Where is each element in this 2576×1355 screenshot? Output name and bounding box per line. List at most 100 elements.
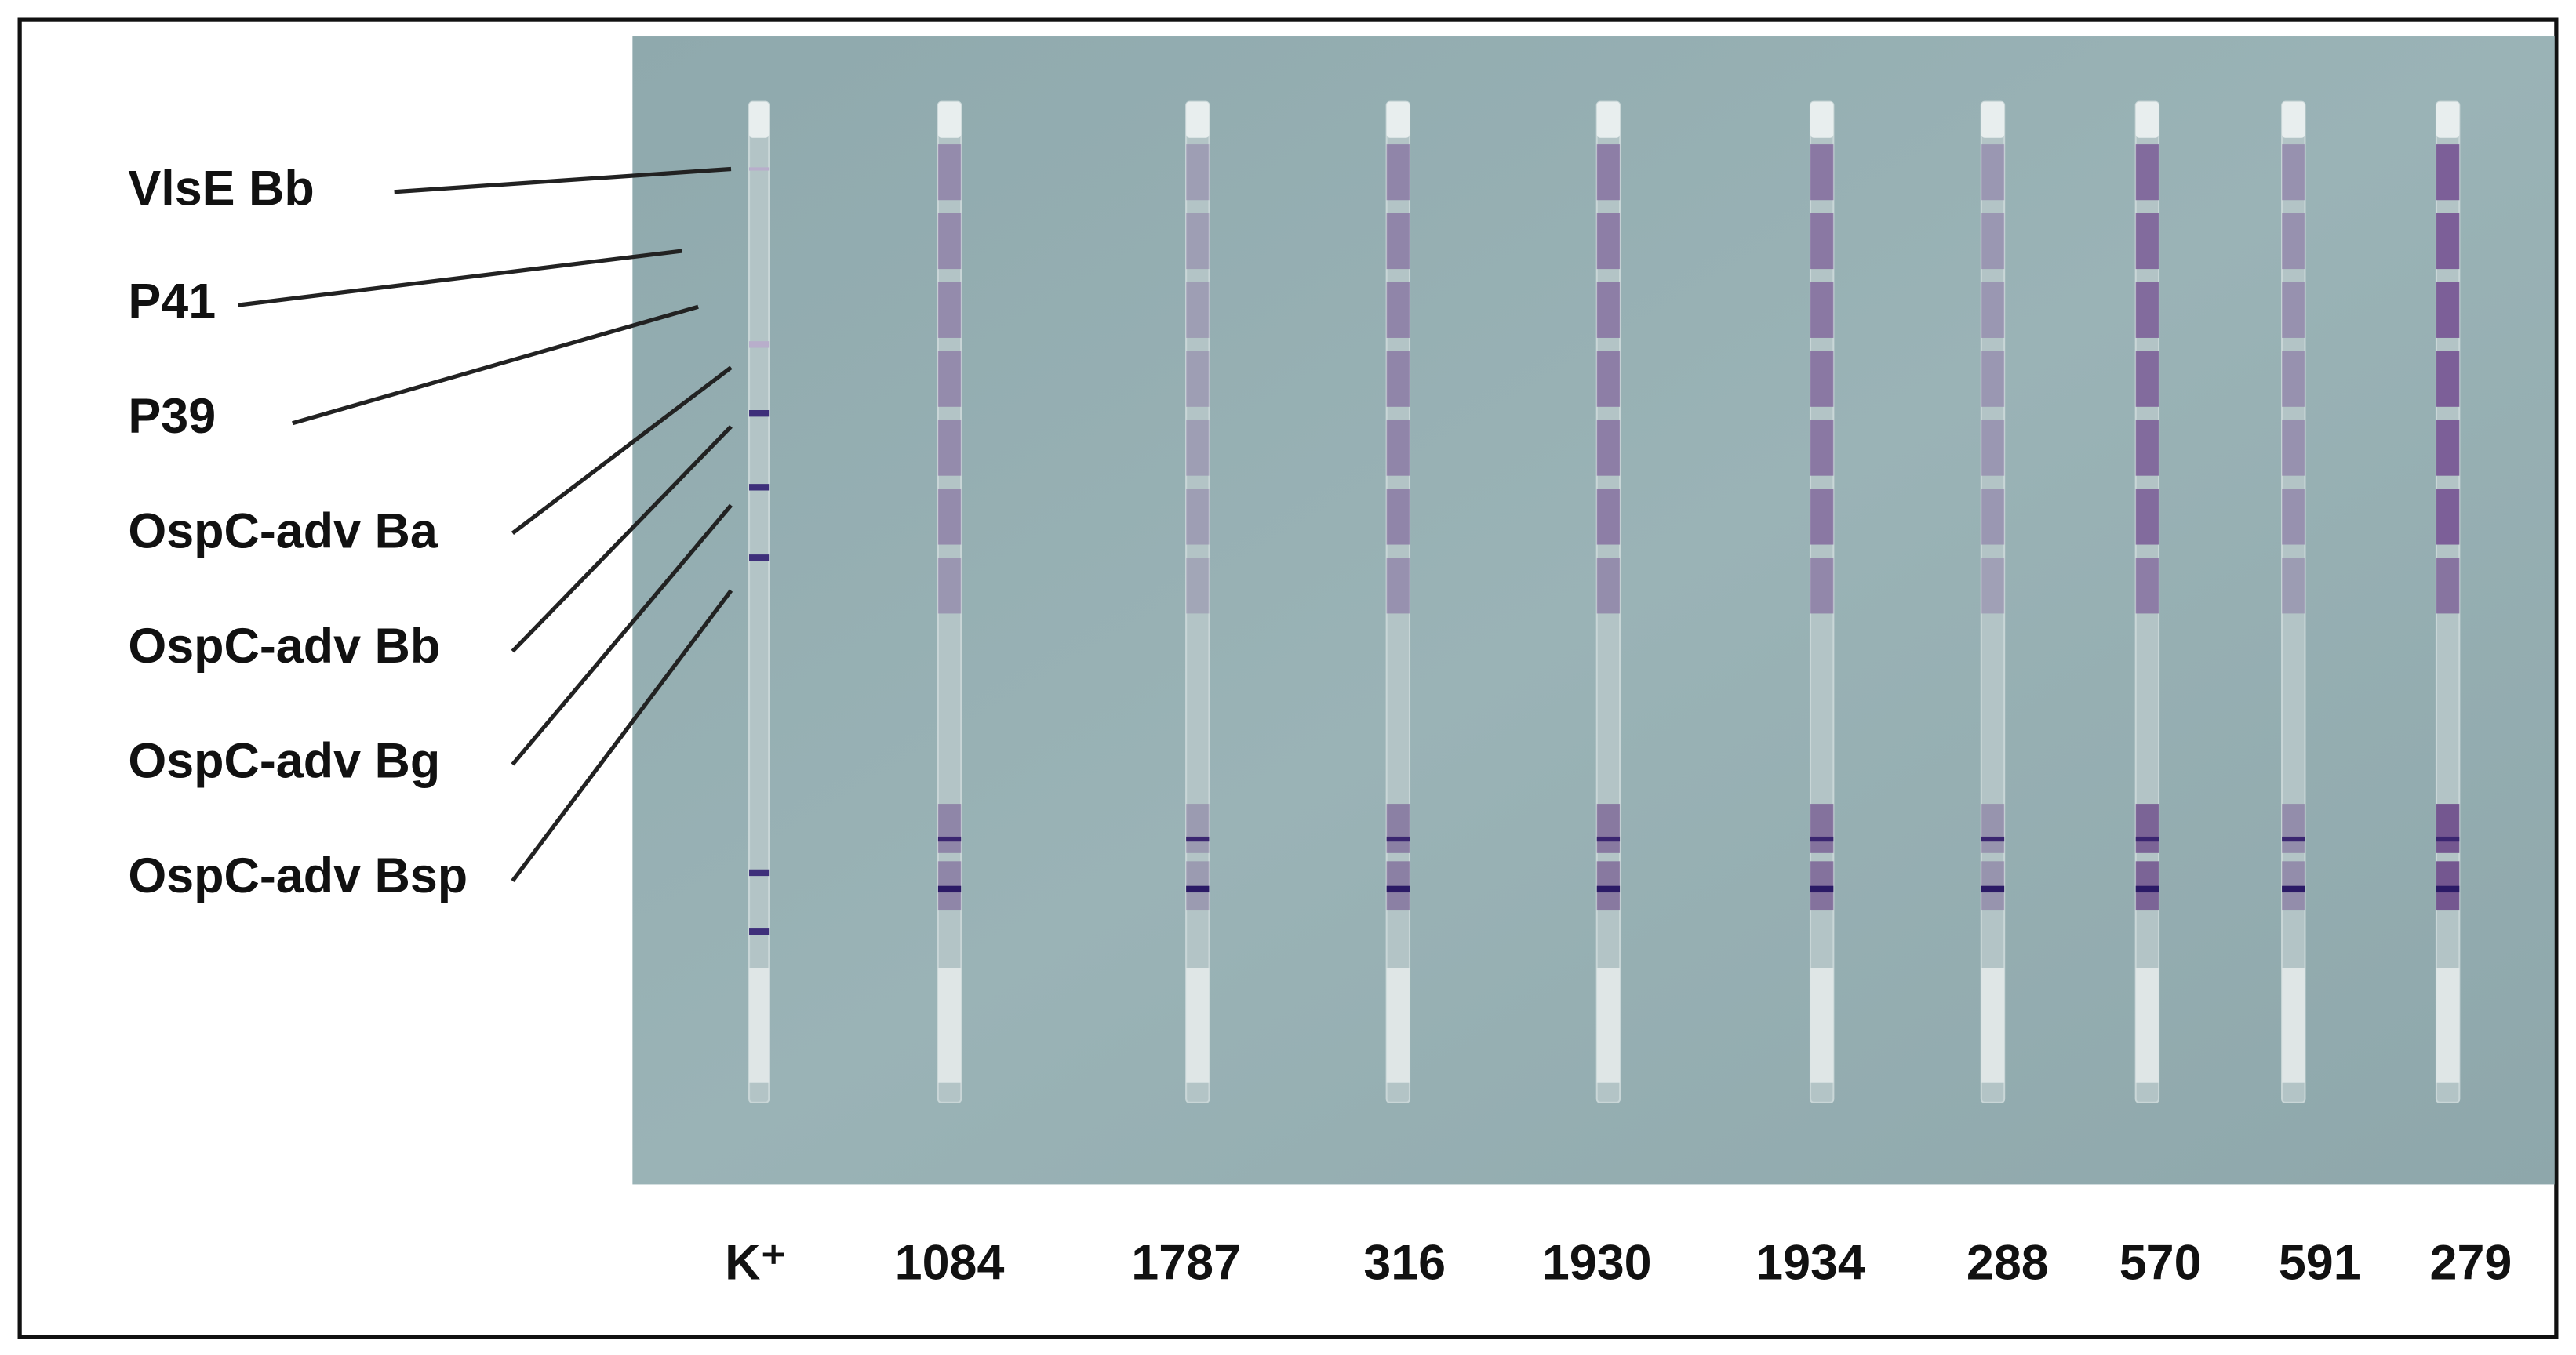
band-block [1596,420,1621,476]
band-block [1810,351,1834,407]
band [1186,836,1210,842]
strip-id [2282,968,2305,1083]
strip-label: 1934 [1756,1236,1865,1291]
band-block [1596,804,1621,853]
strip-top [2135,101,2159,138]
band-block [2436,213,2460,270]
band-block [1186,489,1210,545]
band-block [937,489,962,545]
strip-top [1981,101,2005,138]
band-block [937,213,962,270]
strip-top [749,101,770,138]
band [749,167,770,171]
strip-top [937,101,962,138]
blot-photo [632,36,2555,1185]
band-block [2282,282,2305,338]
band-block [937,351,962,407]
strip-label: 279 [2430,1236,2512,1291]
band-block [2436,144,2460,201]
band-block [1386,489,1410,545]
band-block [1386,558,1410,614]
strip-top [1810,101,1834,138]
band [749,341,770,348]
strip-label: 1084 [895,1236,1005,1291]
band-block [937,282,962,338]
band-block [2282,420,2305,476]
band-block [2436,282,2460,338]
strip-id [2436,968,2460,1083]
leader-line [511,365,733,535]
antigen-label: P39 [128,389,216,444]
strip [748,100,770,1103]
band-block [2436,420,2460,476]
leader-line [511,589,733,882]
band-block [1596,144,1621,201]
band-block [2135,558,2159,614]
band-block [1810,558,1834,614]
band-block [2436,558,2460,614]
band-block [1186,351,1210,407]
band-block [1981,282,2005,338]
band-block [1596,489,1621,545]
band [1981,836,2005,842]
leader-line [511,503,733,766]
band-block [2282,144,2305,201]
band-block [1386,213,1410,270]
band-block [1186,558,1210,614]
strip-top [1596,101,1621,138]
band [1186,885,1210,893]
band-block [1386,351,1410,407]
band-block [1386,282,1410,338]
band-block [2436,804,2460,853]
strip-top [2436,101,2460,138]
band-block [1386,144,1410,201]
strip-id [937,968,962,1083]
band-block [1981,420,2005,476]
band [1810,885,1834,893]
band-block [1981,351,2005,407]
antigen-label: OspC-adv Bsp [128,848,468,903]
band [1386,885,1410,893]
band-block [2282,351,2305,407]
band-block [1186,213,1210,270]
band-block [2135,213,2159,270]
antigen-label: OspC-adv Ba [128,504,438,559]
band-block [1810,804,1834,853]
strip-id [1596,968,1621,1083]
band [1386,836,1410,842]
band-block [1596,558,1621,614]
antigen-label: OspC-adv Bg [128,733,440,788]
band-block [2135,144,2159,201]
strip-id [1386,968,1410,1083]
labels: VlsE Bb P41 P39 OspC-adv Ba OspC-adv Bb OspC-… [128,161,2512,1290]
strip-label: K⁺ [725,1236,787,1291]
band [1596,836,1621,842]
strip-label: 316 [1363,1236,1446,1291]
band-block [2436,351,2460,407]
band-block [2282,489,2305,545]
leader-line [394,166,732,194]
strip-label: 288 [1967,1236,2049,1291]
band [2282,885,2305,893]
band-block [1981,804,2005,853]
band-block [1810,144,1834,201]
band-block [937,144,962,201]
strip-id [1186,968,1210,1083]
leader-line [511,425,733,653]
band [749,869,770,877]
strip-top [1186,101,1210,138]
band-block [2436,489,2460,545]
band-block [1596,282,1621,338]
strip-id [2135,968,2159,1083]
band-block [1596,351,1621,407]
band [749,484,770,491]
band-block [2135,804,2159,853]
band [2135,836,2159,842]
band-block [1186,144,1210,201]
band [749,928,770,935]
strip-label: 1787 [1131,1236,1241,1291]
band-block [2135,282,2159,338]
strip-top [1386,101,1410,138]
band-block [1810,420,1834,476]
